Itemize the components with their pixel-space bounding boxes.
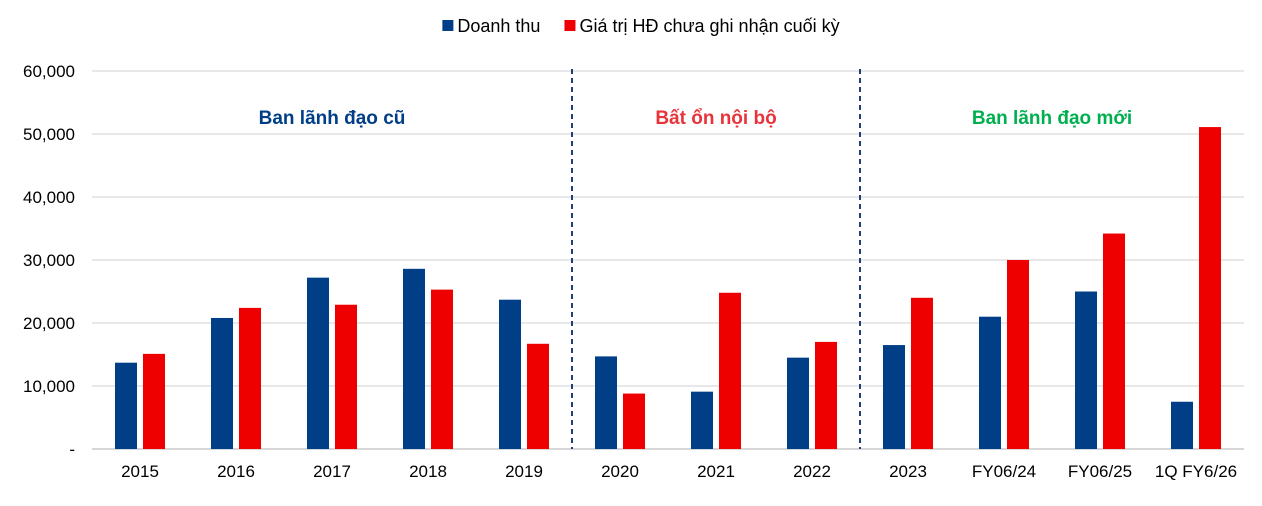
legend-swatch (442, 20, 454, 31)
y-tick-label: 20,000 (23, 314, 75, 333)
bar-backlog (719, 292, 741, 449)
bar-backlog (527, 343, 549, 449)
x-tick-label: 2022 (793, 462, 831, 481)
x-tick-label: 2017 (313, 462, 351, 481)
bar-backlog (1007, 260, 1029, 449)
bar-backlog (143, 353, 165, 449)
bar-revenue (979, 316, 1001, 449)
bar-revenue (499, 299, 521, 449)
x-tick-label: FY06/25 (1068, 462, 1132, 481)
x-tick-label: 2015 (121, 462, 159, 481)
bar-revenue (787, 357, 809, 449)
period-annotation: Ban lãnh đạo cũ (259, 108, 406, 129)
bar-revenue (403, 268, 425, 449)
legend-item: Giá trị HĐ chưa ghi nhận cuối kỳ (564, 16, 840, 36)
bar-revenue (883, 345, 905, 449)
legend-label: Giá trị HĐ chưa ghi nhận cuối kỳ (579, 16, 839, 36)
bar-revenue (307, 277, 329, 449)
legend: Doanh thu Giá trị HĐ chưa ghi nhận cuối k… (442, 16, 840, 36)
x-tick-label: 2019 (505, 462, 543, 481)
y-tick-label: 50,000 (23, 125, 75, 144)
y-tick-label: 10,000 (23, 377, 75, 396)
x-tick-label: FY06/24 (972, 462, 1036, 481)
y-axis-ticks: - 10,000 20,000 30,000 40,000 50,000 60,000 (23, 62, 75, 459)
x-axis-ticks: 2015 2016 2017 2018 2019 2020 2021 2022 2023 FY06… (121, 462, 1237, 481)
legend-label: Doanh thu (457, 16, 540, 36)
bar-revenue (691, 391, 713, 449)
y-tick-label: 30,000 (23, 251, 75, 270)
x-tick-label: 1Q FY6/26 (1155, 462, 1237, 481)
bars (115, 127, 1221, 449)
bar-backlog (911, 297, 933, 449)
bar-revenue (211, 317, 233, 449)
legend-item: Doanh thu (442, 16, 540, 36)
bar-backlog (815, 341, 837, 449)
x-tick-label: 2016 (217, 462, 255, 481)
legend-swatch (564, 20, 576, 31)
period-annotation: Ban lãnh đạo mới (972, 108, 1132, 129)
bar-backlog (431, 289, 453, 449)
bar-revenue (1171, 401, 1193, 449)
bar-revenue (115, 362, 137, 449)
grid-lines (92, 70, 1244, 450)
bar-revenue (1075, 291, 1097, 449)
x-tick-label: 2018 (409, 462, 447, 481)
bar-backlog (1103, 233, 1125, 449)
y-tick-label: 60,000 (23, 62, 75, 81)
y-tick-label: - (69, 440, 75, 459)
x-tick-label: 2023 (889, 462, 927, 481)
period-annotations: Ban lãnh đạo cũ Bất ổn nội bộ Ban lãnh đạo… (259, 108, 1133, 129)
bar-backlog (1199, 127, 1221, 449)
x-tick-label: 2021 (697, 462, 735, 481)
y-tick-label: 40,000 (23, 188, 75, 207)
x-tick-label: 2020 (601, 462, 639, 481)
bar-revenue (595, 356, 617, 449)
bar-backlog (623, 393, 645, 449)
bar-backlog (335, 304, 357, 449)
period-annotation: Bất ổn nội bộ (655, 108, 776, 129)
bar-backlog (239, 307, 261, 449)
period-dividers (571, 69, 861, 449)
